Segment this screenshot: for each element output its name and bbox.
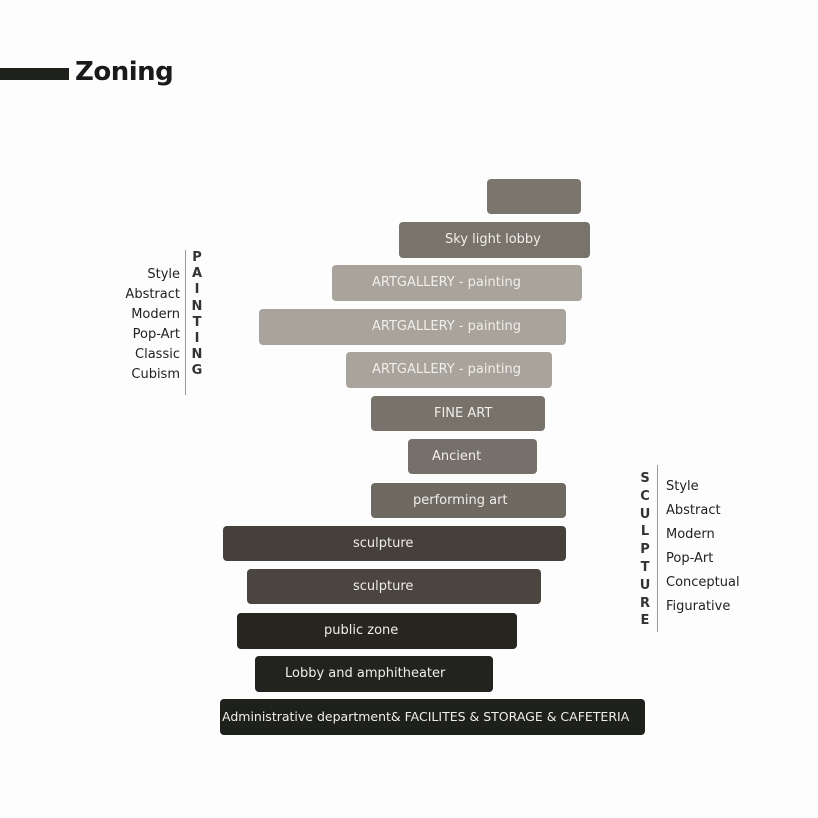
painting-style-label: Abstract bbox=[125, 287, 180, 302]
zone-bar: ARTGALLERY - painting bbox=[346, 352, 552, 388]
zone-bar bbox=[487, 179, 581, 214]
zone-label: ARTGALLERY - painting bbox=[372, 319, 521, 334]
zone-label: sculpture bbox=[353, 579, 414, 594]
sculpture-style-label: Abstract bbox=[666, 503, 721, 518]
zone-label: ARTGALLERY - painting bbox=[372, 275, 521, 290]
zone-label: public zone bbox=[324, 623, 399, 638]
zone-bar: public zone bbox=[237, 613, 517, 649]
zone-label: ARTGALLERY - painting bbox=[372, 362, 521, 377]
sculpture-style-label: Conceptual bbox=[666, 575, 740, 590]
painting-divider bbox=[185, 250, 186, 395]
painting-style-label: Modern bbox=[131, 307, 180, 322]
zone-label: performing art bbox=[413, 493, 508, 508]
zone-bar: performing art bbox=[371, 483, 566, 518]
sculpture-style-label: Pop-Art bbox=[666, 551, 714, 566]
zone-label: Ancient bbox=[432, 449, 482, 464]
zone-bar: ARTGALLERY - painting bbox=[332, 265, 582, 301]
zone-label: Sky light lobby bbox=[445, 232, 541, 247]
sculpture-divider bbox=[657, 465, 658, 632]
page-title: Zoning bbox=[75, 57, 174, 87]
painting-style-label: Cubism bbox=[131, 367, 180, 382]
zone-bar: sculpture bbox=[223, 526, 566, 561]
zone-bar: ARTGALLERY - painting bbox=[259, 309, 566, 345]
sculpture-style-label: Modern bbox=[666, 527, 715, 542]
zone-label: Lobby and amphitheater bbox=[285, 666, 446, 681]
painting-style-label: Style bbox=[147, 267, 180, 282]
zone-bar: Sky light lobby bbox=[399, 222, 590, 258]
zone-bar: FINE ART bbox=[371, 396, 545, 431]
zone-label: FINE ART bbox=[434, 406, 493, 421]
zone-label: Administrative department& FACILITES & S… bbox=[222, 709, 630, 724]
zone-bar: sculpture bbox=[247, 569, 541, 604]
painting-style-label: Pop-Art bbox=[132, 327, 180, 342]
zone-bar: Administrative department& FACILITES & S… bbox=[220, 699, 645, 735]
painting-style-label: Classic bbox=[135, 347, 180, 362]
title-accent-bar bbox=[0, 68, 69, 80]
zone-bar: Ancient bbox=[408, 439, 537, 474]
zone-bar: Lobby and amphitheater bbox=[255, 656, 493, 692]
zone-label: sculpture bbox=[353, 536, 414, 551]
sculpture-style-label: Figurative bbox=[666, 599, 731, 614]
sculpture-style-label: Style bbox=[666, 479, 699, 494]
